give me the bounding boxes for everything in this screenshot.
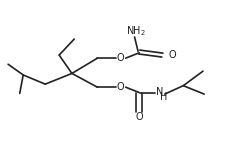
Text: O: O (116, 53, 124, 63)
Text: H: H (159, 92, 167, 102)
Text: O: O (135, 112, 142, 122)
Text: N: N (156, 87, 163, 97)
Text: O: O (167, 50, 175, 60)
Text: O: O (116, 82, 124, 92)
Text: NH$_2$: NH$_2$ (126, 24, 146, 38)
